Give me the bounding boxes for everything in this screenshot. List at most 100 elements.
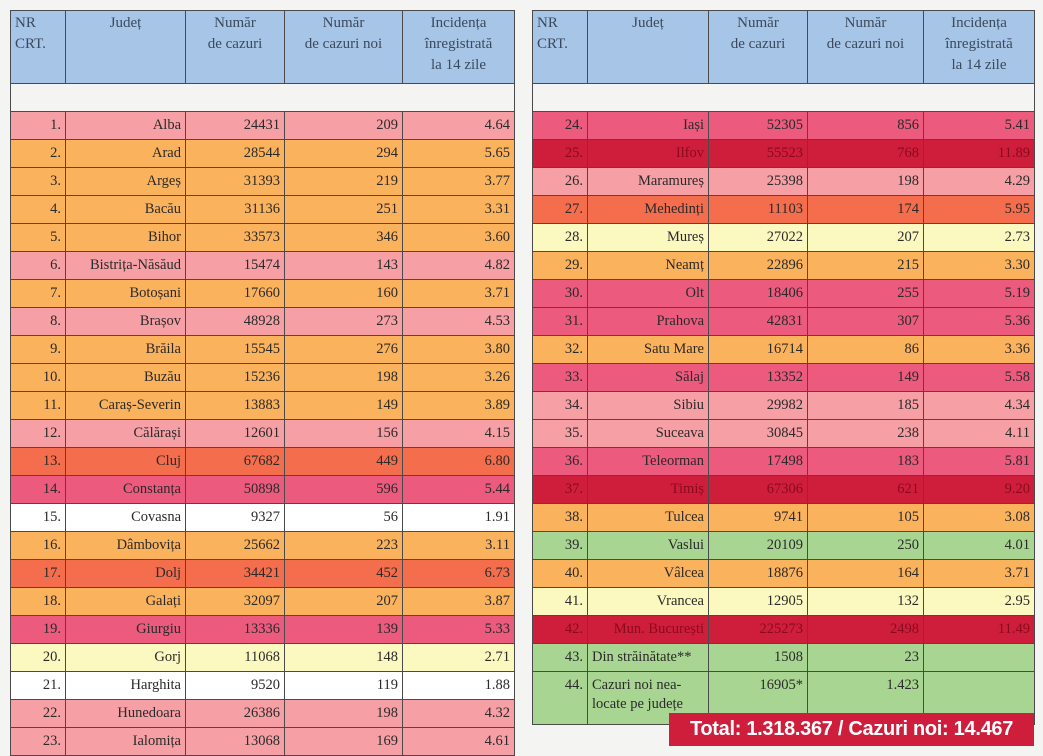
cell-cazuri: 12601 bbox=[185, 419, 285, 448]
cell-cazuri: 29982 bbox=[708, 391, 808, 420]
cell-incidenta: 4.34 bbox=[923, 391, 1035, 420]
cell-name: Cluj bbox=[65, 447, 186, 476]
cell-cazuri: 13883 bbox=[185, 391, 285, 420]
cell-noi: 56 bbox=[284, 503, 403, 532]
table-row: 31. Prahova 42831 307 5.36 bbox=[532, 307, 1035, 336]
cell-cazuri: 1508 bbox=[708, 643, 808, 672]
cell-cazuri: 42831 bbox=[708, 307, 808, 336]
table-row: 28. Mureș 27022 207 2.73 bbox=[532, 223, 1035, 252]
cell-name: Constanța bbox=[65, 475, 186, 504]
cell-incidenta: 2.71 bbox=[402, 643, 515, 672]
cell-incidenta: 3.30 bbox=[923, 251, 1035, 280]
table-row: 8. Brașov 48928 273 4.53 bbox=[10, 307, 515, 336]
cell-name: Brașov bbox=[65, 307, 186, 336]
cell-incidenta: 5.65 bbox=[402, 139, 515, 168]
cell-nr: 24. bbox=[532, 111, 588, 140]
table-row: 22. Hunedoara 26386 198 4.32 bbox=[10, 699, 515, 728]
cell-nr: 6. bbox=[10, 251, 66, 280]
cell-incidenta: 2.73 bbox=[923, 223, 1035, 252]
cell-incidenta: 11.89 bbox=[923, 139, 1035, 168]
table-row: 37. Timiș 67306 621 9.20 bbox=[532, 475, 1035, 504]
cell-cazuri: 32097 bbox=[185, 587, 285, 616]
cell-noi: 219 bbox=[284, 167, 403, 196]
cell-nr: 42. bbox=[532, 615, 588, 644]
table-row: 40. Vâlcea 18876 164 3.71 bbox=[532, 559, 1035, 588]
cell-cazuri: 67682 bbox=[185, 447, 285, 476]
cell-name: Tulcea bbox=[587, 503, 709, 532]
cell-cazuri: 13336 bbox=[185, 615, 285, 644]
cell-nr: 9. bbox=[10, 335, 66, 364]
right-table-body: 24. Iași 52305 856 5.41 25. Ilfov 55523 768 11.89… bbox=[532, 111, 1035, 725]
cell-nr: 38. bbox=[532, 503, 588, 532]
cell-nr: 7. bbox=[10, 279, 66, 308]
cell-noi: 198 bbox=[284, 699, 403, 728]
cell-cazuri: 67306 bbox=[708, 475, 808, 504]
cell-noi: 23 bbox=[807, 643, 924, 672]
cell-name: Sălaj bbox=[587, 363, 709, 392]
table-row: 38. Tulcea 9741 105 3.08 bbox=[532, 503, 1035, 532]
cell-name: Hunedoara bbox=[65, 699, 186, 728]
cell-name: Vrancea bbox=[587, 587, 709, 616]
cell-name: Dolj bbox=[65, 559, 186, 588]
cell-noi: 307 bbox=[807, 307, 924, 336]
cell-nr: 31. bbox=[532, 307, 588, 336]
table-row: 10. Buzău 15236 198 3.26 bbox=[10, 363, 515, 392]
cell-cazuri: 22896 bbox=[708, 251, 808, 280]
cell-name: Harghita bbox=[65, 671, 186, 700]
cell-nr: 23. bbox=[10, 727, 66, 756]
cell-cazuri: 17498 bbox=[708, 447, 808, 476]
cell-name: Bistrița-Năsăud bbox=[65, 251, 186, 280]
cell-name: Suceava bbox=[587, 419, 709, 448]
cell-name: Dâmbovița bbox=[65, 531, 186, 560]
cell-nr: 3. bbox=[10, 167, 66, 196]
cell-incidenta: 4.64 bbox=[402, 111, 515, 140]
cell-incidenta: 4.01 bbox=[923, 531, 1035, 560]
table-row: 11. Caraș-Severin 13883 149 3.89 bbox=[10, 391, 515, 420]
table-row: 14. Constanța 50898 596 5.44 bbox=[10, 475, 515, 504]
cell-noi: 119 bbox=[284, 671, 403, 700]
cell-noi: 223 bbox=[284, 531, 403, 560]
cell-name: Ilfov bbox=[587, 139, 709, 168]
cell-nr: 4. bbox=[10, 195, 66, 224]
cell-cazuri: 25398 bbox=[708, 167, 808, 196]
header-nr: NR CRT. bbox=[10, 10, 66, 84]
cell-name: Brăila bbox=[65, 335, 186, 364]
table-row: 39. Vaslui 20109 250 4.01 bbox=[532, 531, 1035, 560]
cell-incidenta: 5.19 bbox=[923, 279, 1035, 308]
cell-name: Prahova bbox=[587, 307, 709, 336]
cell-cazuri: 17660 bbox=[185, 279, 285, 308]
cell-nr: 29. bbox=[532, 251, 588, 280]
cell-noi: 215 bbox=[807, 251, 924, 280]
header-judet: Județ bbox=[587, 10, 709, 84]
table-row: 27. Mehedinți 11103 174 5.95 bbox=[532, 195, 1035, 224]
cell-name: Bihor bbox=[65, 223, 186, 252]
cell-noi: 294 bbox=[284, 139, 403, 168]
cell-nr: 11. bbox=[10, 391, 66, 420]
cell-name: Mun. București bbox=[587, 615, 709, 644]
cell-name: Timiș bbox=[587, 475, 709, 504]
cell-cazuri: 50898 bbox=[185, 475, 285, 504]
cell-noi: 207 bbox=[284, 587, 403, 616]
cell-noi: 856 bbox=[807, 111, 924, 140]
cell-noi: 156 bbox=[284, 419, 403, 448]
cell-name: Argeș bbox=[65, 167, 186, 196]
table-row: 3. Argeș 31393 219 3.77 bbox=[10, 167, 515, 196]
table-row: 25. Ilfov 55523 768 11.89 bbox=[532, 139, 1035, 168]
cell-noi: 596 bbox=[284, 475, 403, 504]
cell-cazuri: 18406 bbox=[708, 279, 808, 308]
cell-nr: 13. bbox=[10, 447, 66, 476]
left-table: NR CRT. Județ Număr de cazuri Număr de cazu… bbox=[10, 10, 515, 756]
header-row: NR CRT. Județ Număr de cazuri Număr de cazu… bbox=[532, 10, 1035, 84]
cell-name: Teleorman bbox=[587, 447, 709, 476]
table-row: 9. Brăila 15545 276 3.80 bbox=[10, 335, 515, 364]
cell-name: Buzău bbox=[65, 363, 186, 392]
cell-name: Vaslui bbox=[587, 531, 709, 560]
cell-nr: 20. bbox=[10, 643, 66, 672]
cell-incidenta: 3.60 bbox=[402, 223, 515, 252]
cell-cazuri: 225273 bbox=[708, 615, 808, 644]
cell-cazuri: 26386 bbox=[185, 699, 285, 728]
cell-noi: 86 bbox=[807, 335, 924, 364]
header-incidenta: Incidența înregistrată la 14 zile bbox=[402, 10, 515, 84]
table-row: 36. Teleorman 17498 183 5.81 bbox=[532, 447, 1035, 476]
table-row: 20. Gorj 11068 148 2.71 bbox=[10, 643, 515, 672]
